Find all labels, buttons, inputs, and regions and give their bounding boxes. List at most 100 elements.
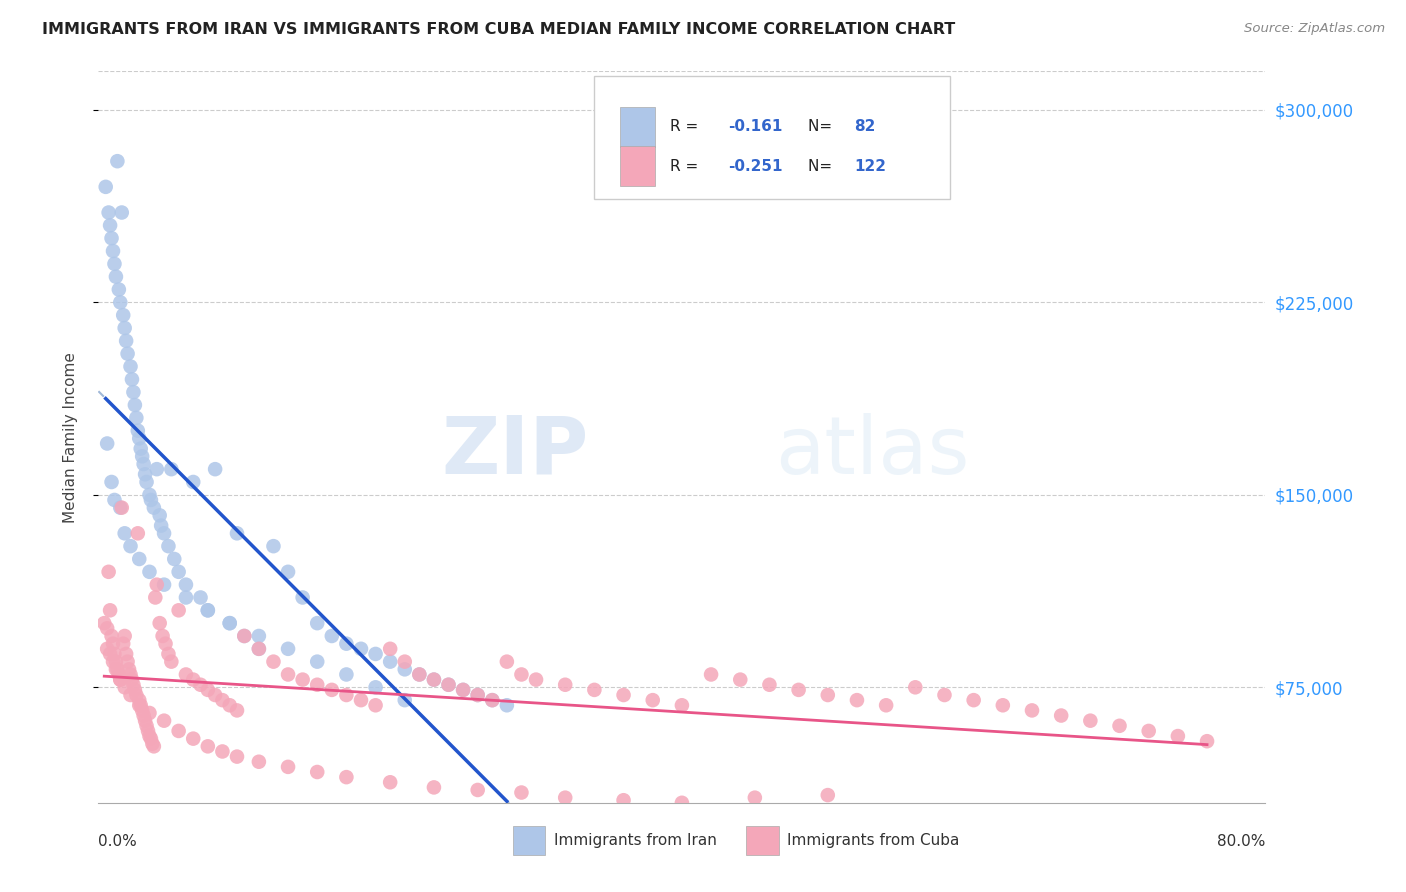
Point [226, 703, 249, 717]
Point [335, 770, 357, 784]
Point [612, 688, 634, 702]
Point [124, 682, 146, 697]
Point [467, 688, 489, 702]
Point [875, 698, 897, 713]
Point [138, 488, 160, 502]
Text: 82: 82 [855, 120, 876, 135]
Point [143, 591, 166, 605]
Point [120, 667, 142, 681]
Point [96, 641, 118, 656]
Point [114, 681, 136, 695]
Point [846, 693, 869, 707]
Point [181, 673, 204, 687]
Point [1108, 719, 1130, 733]
Point [408, 667, 430, 681]
Point [141, 737, 163, 751]
Point [524, 673, 547, 687]
Point [277, 641, 299, 656]
Point [321, 629, 343, 643]
Point [437, 678, 460, 692]
Point [94, 179, 117, 194]
Point [817, 788, 839, 802]
Point [118, 662, 141, 676]
Point [408, 667, 430, 681]
Point [111, 500, 134, 515]
Point [496, 698, 519, 713]
Point [128, 552, 150, 566]
Point [612, 793, 634, 807]
Point [233, 629, 256, 643]
Point [583, 682, 606, 697]
Point [467, 783, 489, 797]
Point [153, 577, 176, 591]
Text: Source: ZipAtlas.com: Source: ZipAtlas.com [1244, 22, 1385, 36]
Point [97, 205, 120, 219]
Point [211, 693, 233, 707]
Point [104, 662, 127, 676]
Point [197, 603, 219, 617]
Point [394, 662, 416, 676]
Point [451, 682, 474, 697]
Point [110, 673, 132, 687]
Point [127, 424, 149, 438]
Point [122, 678, 145, 692]
Point [277, 565, 299, 579]
Point [350, 693, 373, 707]
Point [167, 565, 190, 579]
Point [423, 780, 446, 795]
Point [554, 790, 576, 805]
FancyBboxPatch shape [620, 107, 655, 147]
Text: Immigrants from Iran: Immigrants from Iran [554, 833, 717, 848]
Point [110, 500, 132, 515]
Point [394, 655, 416, 669]
Point [98, 219, 121, 233]
Point [149, 508, 172, 523]
Point [174, 591, 197, 605]
Point [1137, 723, 1160, 738]
FancyBboxPatch shape [620, 146, 655, 186]
Point [105, 154, 128, 169]
Point [96, 436, 118, 450]
Point [142, 739, 165, 754]
Point [174, 577, 197, 591]
Point [335, 667, 357, 681]
Point [100, 231, 122, 245]
Point [394, 693, 416, 707]
Point [291, 673, 314, 687]
Point [134, 467, 156, 482]
Point [204, 688, 226, 702]
Point [510, 785, 533, 799]
Point [467, 688, 489, 702]
Point [671, 796, 693, 810]
Point [758, 678, 780, 692]
Point [1195, 734, 1218, 748]
Point [114, 526, 136, 541]
Point [423, 673, 446, 687]
Point [124, 398, 146, 412]
Point [138, 729, 160, 743]
Point [153, 714, 176, 728]
Point [218, 698, 240, 713]
Point [226, 749, 249, 764]
Point [364, 647, 387, 661]
Text: 122: 122 [855, 159, 887, 174]
Point [98, 647, 121, 661]
Point [128, 693, 150, 707]
Point [700, 667, 723, 681]
Point [364, 698, 387, 713]
Point [380, 655, 402, 669]
Point [1050, 708, 1073, 723]
Point [135, 475, 157, 489]
Point [112, 637, 135, 651]
Point [142, 500, 165, 515]
Point [335, 688, 357, 702]
Point [122, 385, 145, 400]
Point [101, 637, 124, 651]
Point [129, 442, 152, 456]
Point [437, 678, 460, 692]
Point [247, 755, 270, 769]
Point [787, 682, 810, 697]
Point [904, 681, 927, 695]
Point [131, 450, 153, 464]
Point [98, 603, 121, 617]
